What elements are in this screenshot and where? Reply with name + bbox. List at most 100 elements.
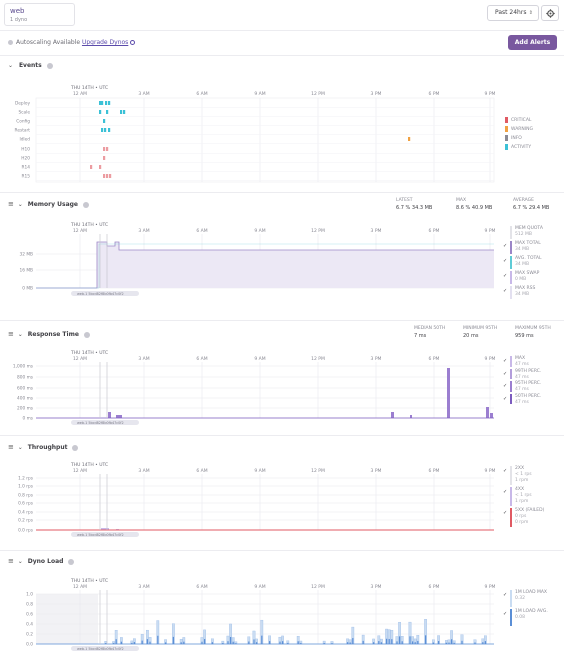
load-avg-bar[interactable]: [131, 642, 133, 644]
load-avg-bar[interactable]: [157, 635, 159, 644]
load-avg-bar[interactable]: [438, 641, 440, 644]
load-avg-bar[interactable]: [484, 641, 486, 644]
load-avg-bar[interactable]: [297, 641, 299, 644]
event-mark[interactable]: [99, 110, 102, 114]
load-avg-bar[interactable]: [445, 642, 447, 644]
legend-item[interactable]: ✓ 5XX (FAILED) 0 rps 0 rpm: [503, 508, 559, 528]
load-avg-bar[interactable]: [248, 641, 250, 644]
response-bar[interactable]: [490, 413, 493, 418]
upgrade-dynos-link[interactable]: Upgrade Dynos: [81, 39, 129, 46]
event-mark[interactable]: [120, 110, 123, 114]
load-avg-bar[interactable]: [362, 640, 364, 644]
event-mark[interactable]: [90, 165, 93, 169]
collapse-chevron-icon[interactable]: ⌄: [8, 62, 14, 69]
legend-item[interactable]: ✓ 95TH PERC. 47 ms: [503, 381, 559, 393]
events-info-icon[interactable]: [46, 62, 53, 69]
response-bar[interactable]: [108, 412, 111, 418]
load-avg-bar[interactable]: [133, 642, 135, 644]
throughput-bar[interactable]: [101, 528, 109, 530]
event-mark[interactable]: [123, 110, 126, 114]
load-avg-bar[interactable]: [172, 636, 174, 644]
load-avg-bar[interactable]: [105, 643, 107, 644]
load-avg-bar[interactable]: [331, 643, 333, 644]
load-avg-bar[interactable]: [256, 642, 258, 644]
load-avg-bar[interactable]: [232, 641, 234, 644]
load-avg-bar[interactable]: [180, 642, 182, 644]
collapse-chevron-icon[interactable]: ⌄: [17, 444, 23, 451]
event-mark[interactable]: [103, 147, 106, 151]
load-avg-bar[interactable]: [113, 643, 115, 644]
throughput-bar[interactable]: [116, 529, 119, 530]
dyno-load-info-icon[interactable]: [68, 558, 75, 565]
legend-item[interactable]: ✓ 1M LOAD AVG. 0.08: [503, 609, 559, 627]
load-avg-bar[interactable]: [378, 641, 380, 644]
load-avg-bar[interactable]: [412, 641, 414, 644]
load-avg-bar[interactable]: [235, 643, 237, 644]
event-mark[interactable]: [103, 156, 106, 160]
load-avg-bar[interactable]: [201, 641, 203, 644]
load-avg-bar[interactable]: [380, 642, 382, 644]
load-avg-bar[interactable]: [432, 642, 434, 644]
load-avg-bar[interactable]: [352, 638, 354, 644]
collapse-chevron-icon[interactable]: ⌄: [17, 201, 23, 208]
load-avg-bar[interactable]: [300, 642, 302, 644]
event-mark[interactable]: [106, 174, 109, 178]
upgrade-info-icon[interactable]: [130, 40, 136, 45]
event-mark[interactable]: [109, 174, 112, 178]
load-avg-bar[interactable]: [391, 639, 393, 644]
event-mark[interactable]: [106, 110, 109, 114]
load-avg-bar[interactable]: [347, 642, 349, 644]
time-range-select[interactable]: Past 24hrs ⇕: [487, 5, 539, 21]
load-avg-bar[interactable]: [388, 638, 390, 644]
load-avg-bar[interactable]: [183, 641, 185, 644]
load-avg-bar[interactable]: [453, 642, 455, 644]
load-avg-bar[interactable]: [448, 642, 450, 644]
settings-button[interactable]: [541, 5, 559, 21]
legend-item[interactable]: ✓ MAX 47 ms: [503, 356, 559, 368]
collapse-chevron-icon[interactable]: ⌄: [17, 558, 23, 565]
load-avg-bar[interactable]: [425, 635, 427, 644]
load-avg-bar[interactable]: [211, 642, 213, 644]
response-bar[interactable]: [391, 412, 394, 418]
event-mark[interactable]: [101, 128, 104, 132]
load-avg-bar[interactable]: [396, 641, 398, 644]
legend-item[interactable]: ✓ MAX TOTAL 34 MB: [503, 241, 559, 255]
drag-handle-icon[interactable]: ≡: [8, 443, 14, 451]
load-avg-bar[interactable]: [261, 635, 263, 644]
event-mark[interactable]: [108, 128, 111, 132]
load-avg-bar[interactable]: [120, 641, 122, 644]
drag-handle-icon[interactable]: ≡: [8, 330, 14, 338]
event-mark[interactable]: [105, 101, 108, 105]
response-bar[interactable]: [447, 368, 450, 418]
load-avg-bar[interactable]: [227, 641, 229, 644]
load-avg-bar[interactable]: [461, 640, 463, 644]
load-avg-bar[interactable]: [373, 642, 375, 644]
legend-item[interactable]: MEM QUOTA 512 MB: [503, 226, 559, 240]
load-avg-bar[interactable]: [165, 642, 167, 644]
load-avg-bar[interactable]: [474, 642, 476, 644]
event-mark[interactable]: [103, 174, 106, 178]
load-avg-bar[interactable]: [146, 639, 148, 644]
load-avg-bar[interactable]: [414, 642, 416, 644]
load-avg-bar[interactable]: [401, 641, 403, 644]
event-mark[interactable]: [408, 137, 411, 141]
load-avg-bar[interactable]: [115, 639, 117, 644]
response-bar[interactable]: [116, 415, 119, 418]
load-avg-bar[interactable]: [349, 642, 351, 644]
response-info-icon[interactable]: [83, 331, 90, 338]
throughput-info-icon[interactable]: [72, 444, 79, 451]
event-mark[interactable]: [99, 101, 102, 105]
load-avg-bar[interactable]: [149, 641, 151, 644]
load-avg-bar[interactable]: [279, 641, 281, 644]
event-mark[interactable]: [103, 119, 106, 123]
load-avg-bar[interactable]: [230, 636, 232, 644]
load-avg-bar[interactable]: [204, 639, 206, 644]
event-mark[interactable]: [106, 147, 109, 151]
drag-handle-icon[interactable]: ≡: [8, 200, 14, 208]
load-avg-bar[interactable]: [451, 639, 453, 644]
load-avg-bar[interactable]: [417, 640, 419, 644]
load-avg-bar[interactable]: [409, 636, 411, 644]
load-avg-bar[interactable]: [141, 640, 143, 644]
event-mark[interactable]: [101, 101, 104, 105]
load-avg-bar[interactable]: [386, 638, 388, 644]
